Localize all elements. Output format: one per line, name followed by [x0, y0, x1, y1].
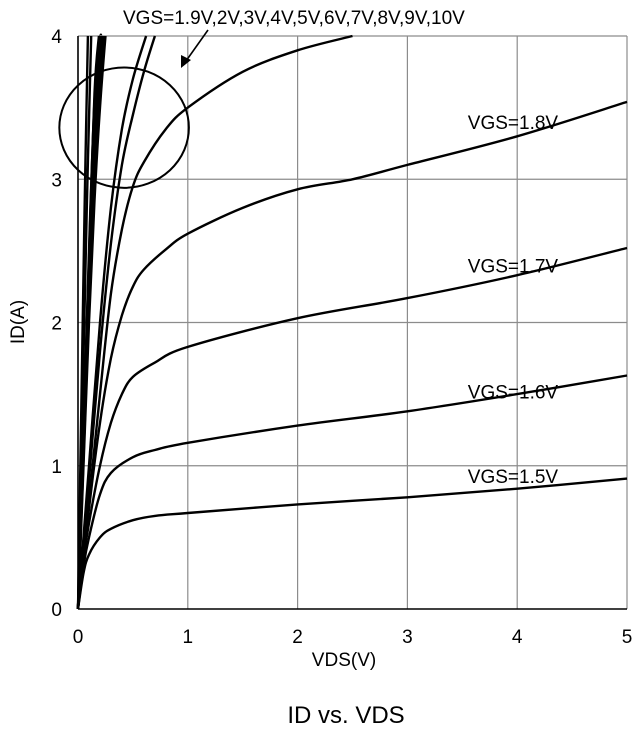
y-tick-label: 2 — [51, 314, 62, 335]
series-vgs-1.8v — [76, 100, 628, 610]
x-tick-label: 5 — [622, 627, 633, 648]
series-vgs-3v — [76, 35, 148, 610]
x-axis-label: VDS(V) — [312, 650, 376, 671]
series-vgs-1.5v — [76, 477, 628, 610]
y-tick-label: 4 — [51, 27, 62, 48]
axes — [77, 36, 627, 610]
curve-label: VGS=1.5V — [468, 467, 559, 488]
series-curve-15 — [76, 35, 90, 610]
x-tick-label: 3 — [402, 627, 413, 648]
curve-label: VGS=1.6V — [468, 382, 559, 403]
annotation-arrow — [185, 29, 209, 62]
x-tick-labels: 0 1 2 3 4 5 — [73, 627, 633, 648]
y-tick-label: 0 — [51, 600, 62, 621]
series-vgs-1.6v — [76, 374, 628, 610]
group-annotation-label: VGS=1.9V,2V,3V,4V,5V,6V,7V,8V,9V,10V — [123, 8, 465, 29]
y-tick-labels: 0 1 2 3 4 — [51, 27, 62, 621]
annotations: VGS=1.8V VGS=1.7V VGS=1.6V VGS=1.5V — [58, 66, 559, 488]
x-tick-label: 1 — [183, 627, 194, 648]
annotation-arrowhead — [181, 55, 191, 68]
x-tick-label: 4 — [512, 627, 523, 648]
y-axis-label: ID(A) — [8, 300, 29, 344]
curve-label: VGS=1.7V — [468, 256, 559, 277]
series-vgs-1.7v — [76, 246, 628, 610]
x-tick-label: 0 — [73, 627, 84, 648]
y-tick-label: 1 — [51, 457, 62, 478]
y-tick-label: 3 — [51, 170, 62, 191]
x-tick-label: 2 — [292, 627, 303, 648]
chart-title: ID vs. VDS — [287, 702, 404, 729]
highlight-circle — [58, 66, 190, 189]
curve-label: VGS=1.8V — [468, 113, 559, 134]
